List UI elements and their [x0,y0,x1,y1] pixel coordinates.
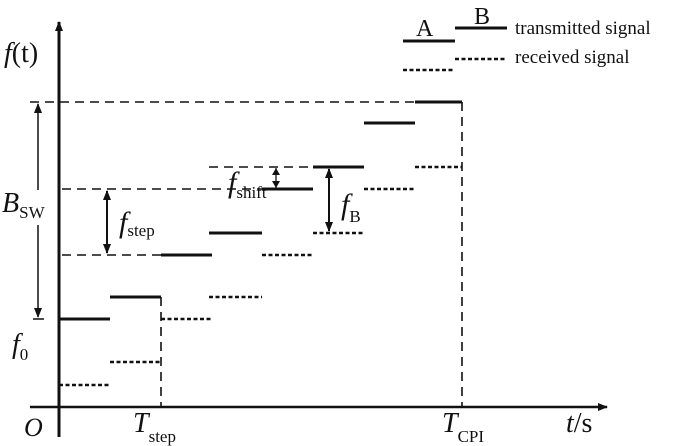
legend-received-label: received signal [515,47,629,68]
f0-label: f0 [12,329,28,364]
transmitted-signal [59,100,462,321]
legend-label-b: B [474,4,490,30]
received-signal [59,165,462,387]
legend: A B transmitted signal received signal [403,4,651,72]
bandwidth-label: BSW [2,188,46,222]
x-axis-label: t/s [566,408,592,439]
legend-label-a: A [416,16,434,42]
fshift-label: fshift [228,166,267,202]
t-step-label: Tstep [133,408,176,446]
legend-transmitted-label: transmitted signal [515,18,651,39]
fshift-arrowheads [272,168,280,188]
fb-label: fB [341,188,361,226]
origin-label: O [24,413,43,442]
t-cpi-label: TCPI [442,408,484,446]
fstep-label: fstep [119,206,155,240]
y-axis-label: f(t) [4,38,38,69]
guide-lines [30,101,463,407]
